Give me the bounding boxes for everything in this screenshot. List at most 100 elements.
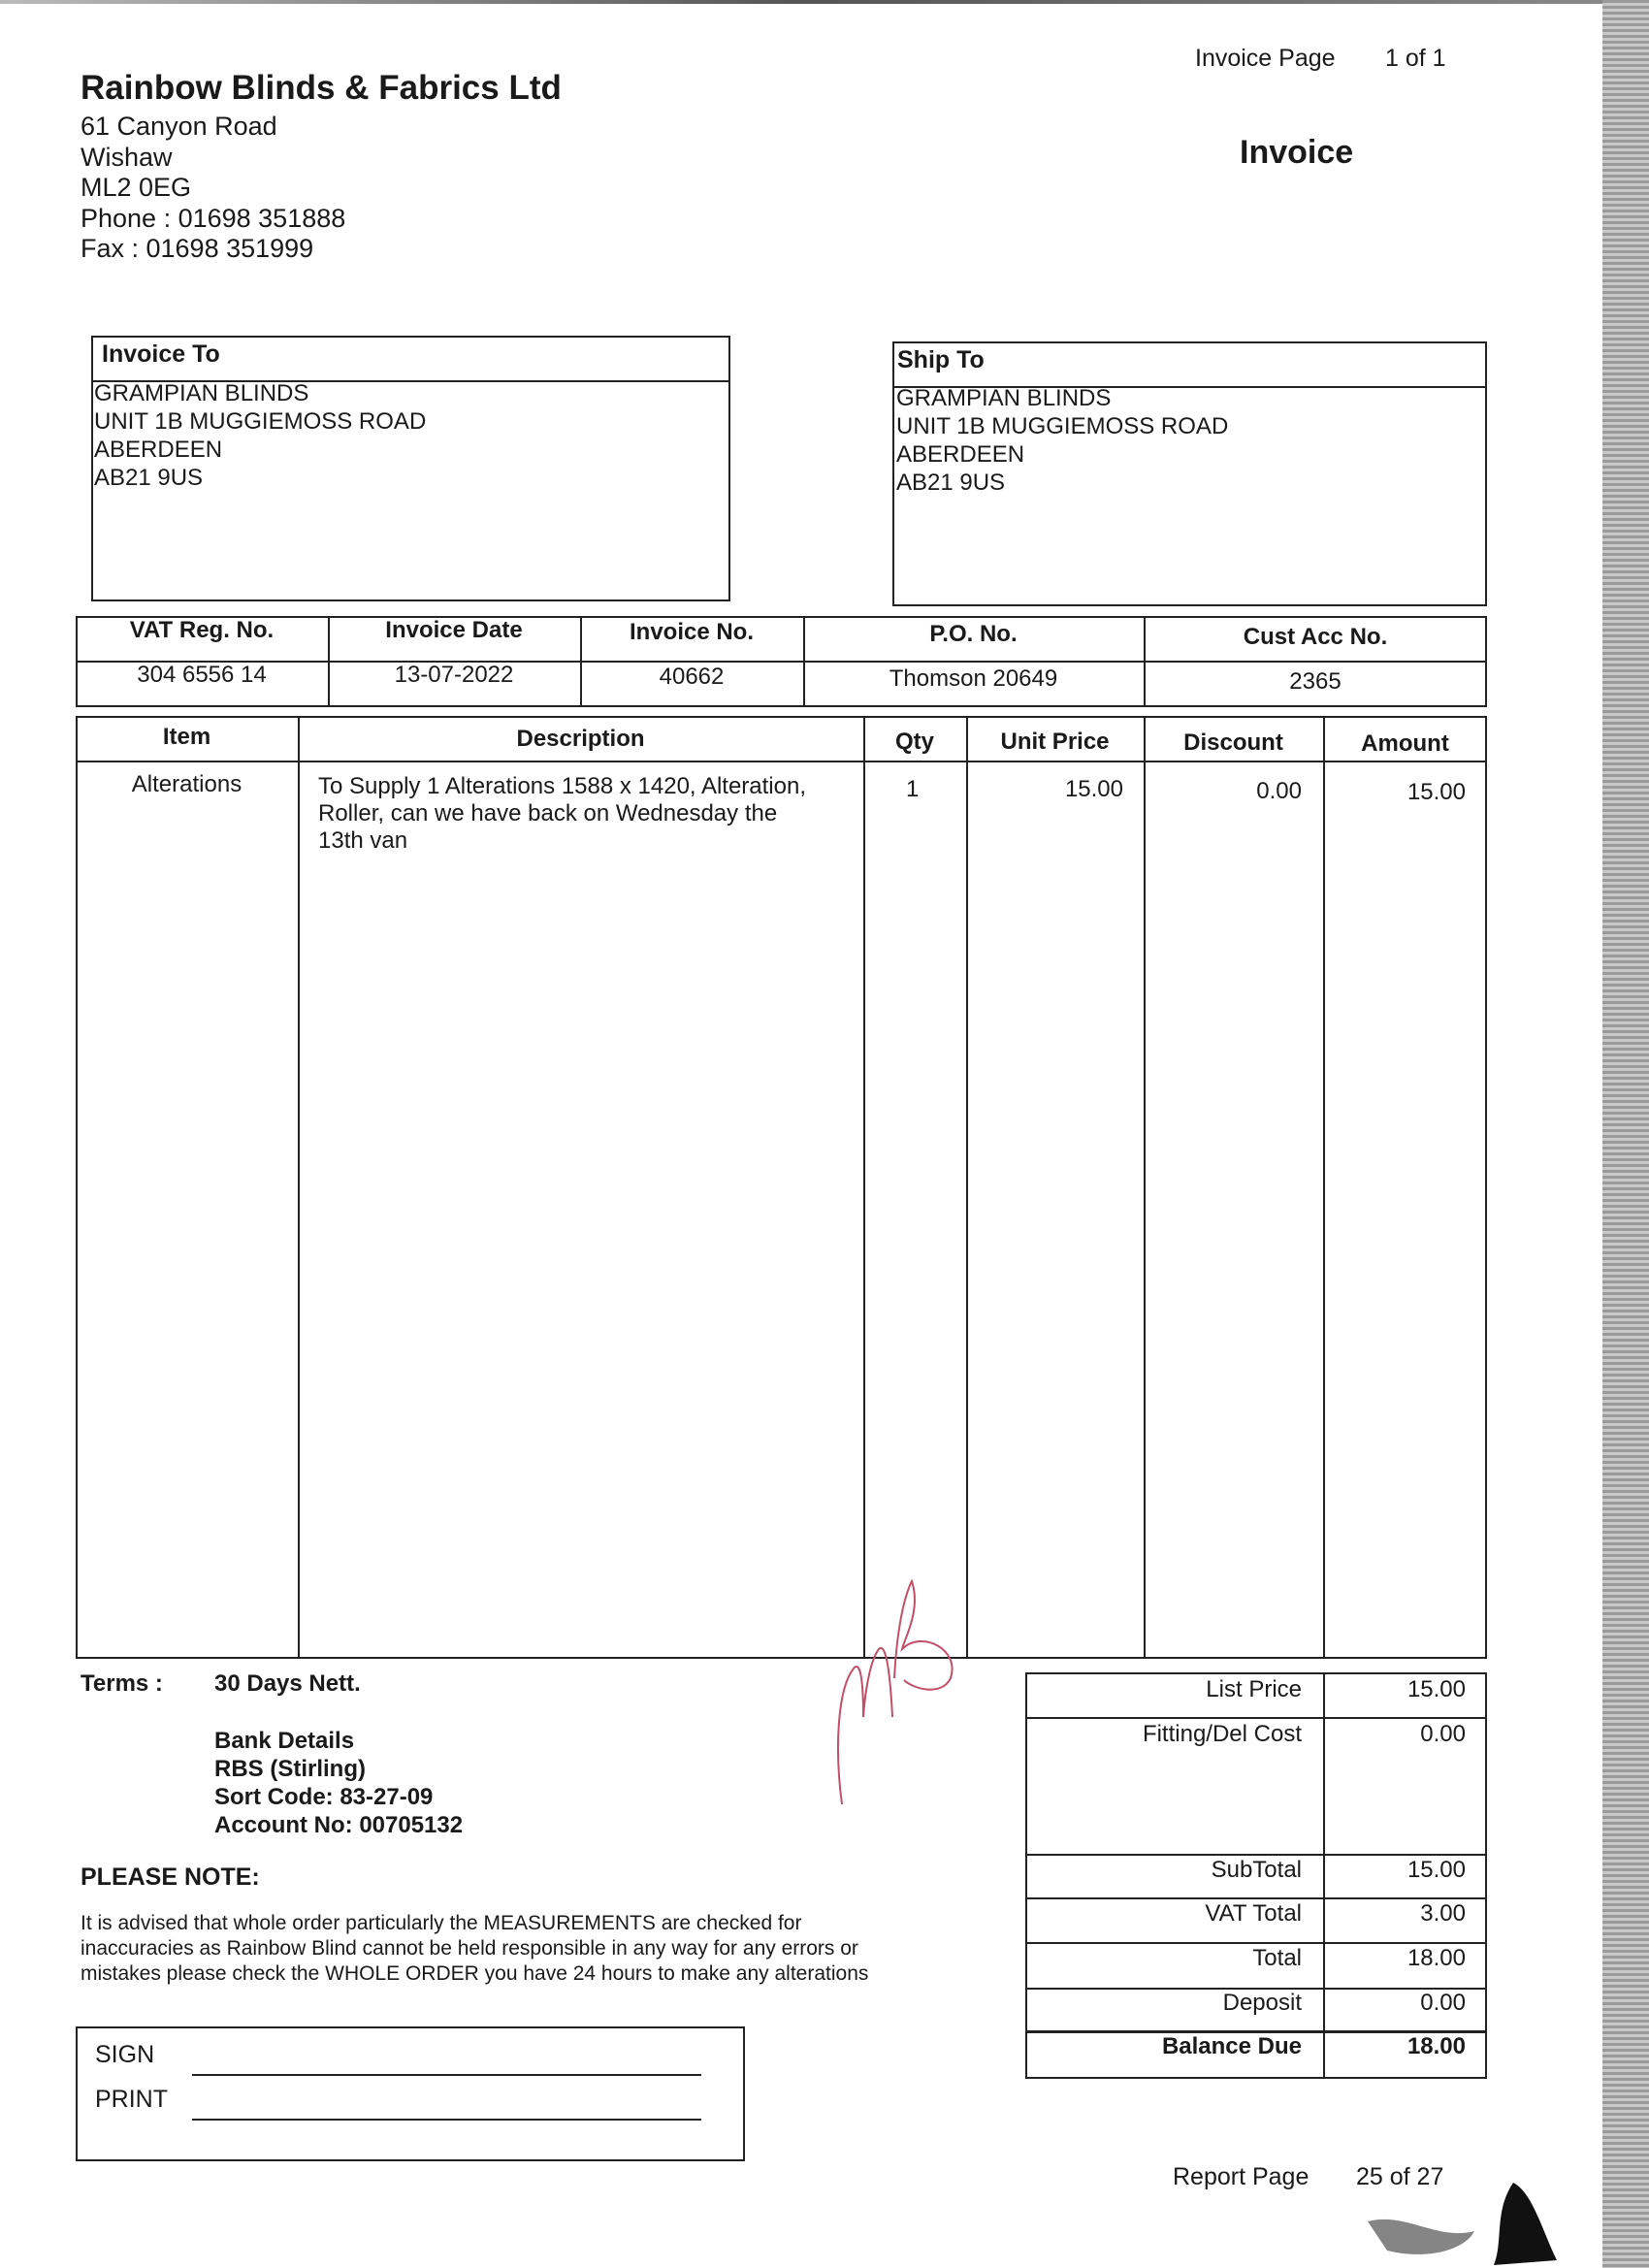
sign-line[interactable] [192,2074,701,2076]
divider [1025,2030,1487,2033]
divider [892,386,1487,388]
vat-total-label: VAT Total [1205,1900,1302,1927]
divider [1025,1717,1487,1719]
address-line: ABERDEEN [896,441,1025,468]
vat-reg-value: 304 6556 14 [137,662,267,688]
divider [1025,1988,1487,1990]
smudge-mark [1494,2183,1557,2265]
totals-box [1025,1672,1487,2079]
header-item: Item [162,724,211,750]
deposit-label: Deposit [1222,1990,1302,2016]
document-title: Invoice [1240,134,1354,171]
divider [1025,1897,1487,1899]
header-cust-acc: Cust Acc No. [1243,624,1388,650]
divider [76,761,1487,762]
note-line: It is advised that whole order particula… [81,1912,802,1934]
terms-label: Terms : [81,1670,163,1697]
address-line: UNIT 1B MUGGIEMOSS ROAD [896,413,1229,439]
description-line: Roller, can we have back on Wednesday th… [318,800,778,826]
fitting-value: 0.00 [1420,1721,1466,1747]
please-note-text: It is advised that whole order particula… [81,1911,868,1987]
cust-acc-value: 2365 [1289,668,1342,695]
divider [298,716,300,1659]
bank-details-title: Bank Details [214,1728,355,1754]
bank-name: RBS (Stirling) [214,1756,366,1782]
header-po-no: P.O. No. [929,621,1018,647]
scan-smudge [1368,2183,1557,2265]
address-line: Wishaw [81,142,173,172]
divider [966,716,968,1659]
scan-edge [0,0,1602,4]
report-page-label: Report Page [1173,2163,1310,2190]
divider [328,616,330,707]
header-amount: Amount [1361,730,1449,757]
po-no-value: Thomson 20649 [889,665,1058,692]
signature-stroke [837,1578,954,1805]
note-line: inaccuracies as Rainbow Blind cannot be … [81,1937,858,1960]
fitting-label: Fitting/Del Cost [1142,1721,1302,1747]
header-invoice-date: Invoice Date [385,617,523,643]
divider [580,616,582,707]
print-line[interactable] [192,2119,701,2121]
address-line: AB21 9US [94,465,204,491]
divider [1025,1854,1487,1856]
company-address: 61 Canyon Road Wishaw ML2 0EG Phone : 01… [81,112,345,265]
sort-code: Sort Code: 83-27-09 [214,1784,434,1810]
deposit-value: 0.00 [1420,1990,1466,2016]
unit-price-cell: 15.00 [1064,776,1123,802]
vat-total-value: 3.00 [1420,1900,1466,1927]
invoice-to-label: Invoice To [102,340,220,368]
smudge-mark [1368,2219,1474,2254]
address-line: ABERDEEN [94,437,223,463]
header-unit-price: Unit Price [1000,729,1110,755]
address-line: ML2 0EG [81,173,192,202]
divider [91,380,730,382]
address-line: UNIT 1B MUGGIEMOSS ROAD [94,408,427,435]
divider [863,716,865,1659]
item-cell: Alterations [131,771,242,797]
invoice-to-box [91,336,730,601]
scanner-band [1602,0,1649,2268]
list-price-value: 15.00 [1406,1676,1466,1702]
qty-cell: 1 [906,776,920,802]
ship-to-box [892,341,1487,606]
print-label: PRINT [95,2086,168,2113]
company-name: Rainbow Blinds & Fabrics Ltd [81,69,562,107]
sign-box [76,2026,745,2161]
header-qty: Qty [894,729,934,755]
header-discount: Discount [1183,729,1283,756]
subtotal-label: SubTotal [1211,1857,1302,1883]
address-line: GRAMPIAN BLINDS [896,385,1112,411]
invoice-page-value: 1 of 1 [1385,45,1446,72]
invoice-to-address: GRAMPIAN BLINDS UNIT 1B MUGGIEMOSS ROAD … [94,379,426,492]
invoice-date-value: 13-07-2022 [394,662,514,688]
invoice-page-label: Invoice Page [1195,45,1336,72]
header-vat-reg: VAT Reg. No. [129,617,275,643]
account-number: Account No: 00705132 [214,1812,464,1838]
terms-value: 30 Days Nett. [214,1670,361,1697]
divider [76,661,1487,663]
address-line: 61 Canyon Road [81,112,277,141]
ship-to-address: GRAMPIAN BLINDS UNIT 1B MUGGIEMOSS ROAD … [896,384,1228,497]
handwritten-initials-signature [837,1578,954,1805]
balance-due-label: Balance Due [1161,2033,1302,2059]
discount-cell: 0.00 [1256,778,1302,804]
divider [1025,1942,1487,1944]
sign-label: SIGN [95,2041,155,2068]
total-value: 18.00 [1406,1945,1466,1971]
note-line: mistakes please check the WHOLE ORDER yo… [81,1962,869,1985]
list-price-label: List Price [1206,1676,1302,1702]
company-fax: Fax : 01698 351999 [81,234,314,263]
address-line: GRAMPIAN BLINDS [94,380,309,406]
header-invoice-no: Invoice No. [629,619,755,645]
amount-cell: 15.00 [1406,779,1466,805]
subtotal-value: 15.00 [1406,1857,1466,1883]
divider [1323,716,1325,1659]
items-table [76,716,1487,1659]
please-note-title: PLEASE NOTE: [81,1863,260,1891]
invoice-no-value: 40662 [659,664,725,690]
divider [1323,1672,1325,2079]
balance-due-value: 18.00 [1406,2033,1466,2059]
bank-details: Bank Details RBS (Stirling) Sort Code: 8… [214,1727,463,1839]
